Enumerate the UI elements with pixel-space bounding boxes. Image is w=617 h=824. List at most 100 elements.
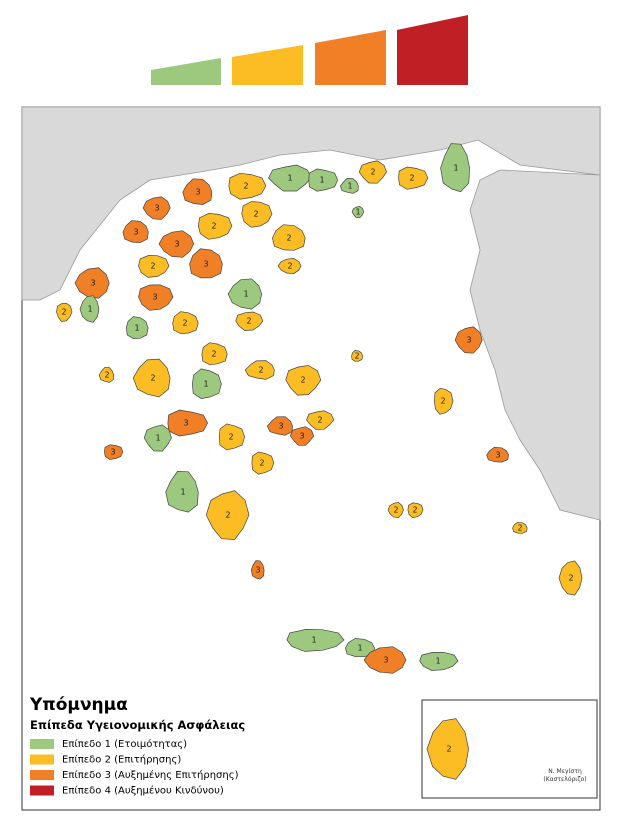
region <box>286 629 345 652</box>
region <box>201 342 228 366</box>
legend-swatch <box>30 785 54 796</box>
region <box>351 349 363 362</box>
region-level: 2 <box>211 222 216 231</box>
region-level: 2 <box>228 433 233 442</box>
inset-label: Ν. Μεγίστη <box>548 768 582 775</box>
region <box>358 160 387 184</box>
region <box>182 178 213 205</box>
region <box>339 178 359 194</box>
region-level: 2 <box>104 371 109 380</box>
region-level: 1 <box>347 182 352 191</box>
region-level: 3 <box>183 419 188 428</box>
region-level: 3 <box>133 228 138 237</box>
region-level: 3 <box>90 279 95 288</box>
level-bar <box>397 15 468 85</box>
region <box>306 410 335 430</box>
region <box>158 230 195 258</box>
region <box>398 166 429 190</box>
region-level: 2 <box>246 317 251 326</box>
region <box>227 278 263 310</box>
legend-label: Επίπεδο 2 (Επιτήρησης) <box>62 754 181 766</box>
legend-subtitle: Επίπεδα Υγειονομικής Ασφάλειας <box>30 718 245 732</box>
region-level: 1 <box>134 324 139 333</box>
legend-label: Επίπεδο 3 (Αυξημένης Επιτήρησης) <box>62 769 239 781</box>
region-level: 2 <box>300 376 305 385</box>
region-level: 1 <box>319 176 324 185</box>
region <box>192 368 222 399</box>
region-level: 3 <box>154 204 159 213</box>
region <box>142 196 171 220</box>
region-level: 2 <box>150 262 155 271</box>
region-level: 3 <box>174 240 179 249</box>
region-level: 1 <box>203 380 208 389</box>
legend-swatch <box>30 739 54 749</box>
region <box>167 409 208 437</box>
region-level: 1 <box>435 657 440 666</box>
region-level: 2 <box>393 506 398 515</box>
region-level: 2 <box>370 168 375 177</box>
region-level: 3 <box>152 293 157 302</box>
region <box>143 424 172 452</box>
neighbor-land <box>469 169 601 521</box>
region-level: 2 <box>258 366 263 375</box>
region-level: 2 <box>61 308 66 317</box>
region-level: 2 <box>243 182 248 191</box>
region <box>351 206 365 219</box>
region <box>387 502 404 518</box>
region <box>172 311 199 335</box>
region-level: 2 <box>253 210 258 219</box>
region-level: 2 <box>440 397 445 406</box>
legend-label: Επίπεδο 1 (Ετοιμότητας) <box>62 738 187 750</box>
region-level: 2 <box>409 174 414 183</box>
region-level: 2 <box>412 506 417 515</box>
region <box>228 172 267 200</box>
region <box>218 423 245 451</box>
region <box>419 651 459 671</box>
region <box>98 367 115 383</box>
region <box>268 164 312 192</box>
region-level: 2 <box>517 524 522 533</box>
region-level: 1 <box>311 636 316 645</box>
region <box>138 255 170 278</box>
region <box>289 426 315 446</box>
region <box>205 490 250 540</box>
region <box>138 284 174 311</box>
region <box>454 326 483 354</box>
region-level: 2 <box>354 352 359 361</box>
level-bar <box>151 58 221 85</box>
region <box>125 316 149 339</box>
region-level: 3 <box>255 566 260 575</box>
inset-label: (Καστελόριζο) <box>543 776 586 783</box>
region <box>132 358 171 398</box>
region-level: 2 <box>286 234 291 243</box>
region-level: 1 <box>87 305 92 314</box>
region <box>266 416 293 436</box>
region <box>197 213 233 240</box>
region-level: 3 <box>110 448 115 457</box>
region <box>79 295 100 323</box>
region-level: 2 <box>211 350 216 359</box>
region <box>277 258 302 274</box>
region <box>558 560 583 596</box>
region-level: 2 <box>568 574 573 583</box>
region <box>165 471 199 513</box>
legend-title: Υπόμνημα <box>29 695 128 715</box>
region-level: 2 <box>317 416 322 425</box>
legend-swatch <box>30 770 54 780</box>
region <box>426 718 469 780</box>
region <box>122 220 149 244</box>
region-level: 2 <box>446 745 451 754</box>
region-level: 2 <box>150 374 155 383</box>
region <box>363 646 407 674</box>
neighbor-land <box>21 106 601 301</box>
legend-label: Επίπεδο 4 (Αυξημένου Κινδύνου) <box>62 785 224 797</box>
region-level: 3 <box>383 656 388 665</box>
region <box>104 444 124 460</box>
region-level: 1 <box>355 208 360 217</box>
region <box>56 302 73 322</box>
region <box>440 143 470 193</box>
region-level: 3 <box>203 260 208 269</box>
region-level: 2 <box>287 262 292 271</box>
